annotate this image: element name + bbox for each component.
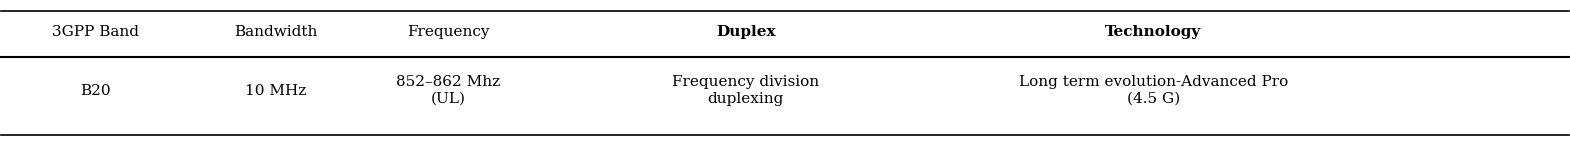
Text: Frequency: Frequency (407, 26, 490, 39)
Text: Long term evolution-Advanced Pro
(4.5 G): Long term evolution-Advanced Pro (4.5 G) (1019, 75, 1287, 106)
Text: 10 MHz: 10 MHz (245, 83, 306, 98)
Text: Duplex: Duplex (716, 26, 776, 39)
Text: 852–862 Mhz
(UL): 852–862 Mhz (UL) (396, 75, 501, 106)
Text: Technology: Technology (1105, 26, 1201, 39)
Text: Bandwidth: Bandwidth (234, 26, 317, 39)
Text: B20: B20 (80, 83, 111, 98)
Text: 3GPP Band: 3GPP Band (52, 26, 138, 39)
Text: Frequency division
duplexing: Frequency division duplexing (672, 75, 820, 106)
